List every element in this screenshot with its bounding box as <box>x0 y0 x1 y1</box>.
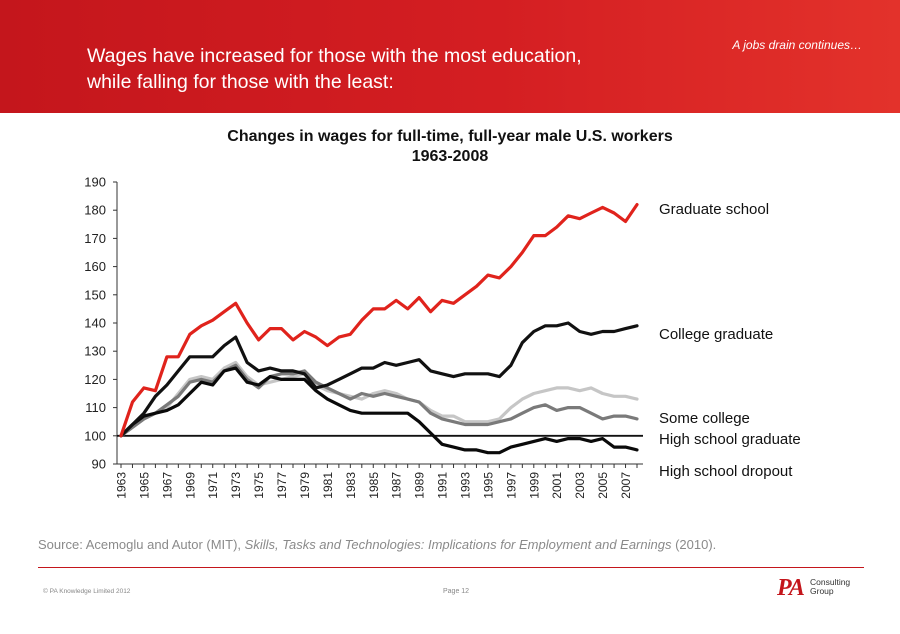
y-tick-label: 150 <box>84 287 106 302</box>
x-tick-label: 1975 <box>252 472 266 499</box>
x-tick-label: 1999 <box>527 472 541 499</box>
page-number: Page 12 <box>443 588 470 595</box>
some-college-line <box>119 360 639 438</box>
y-tick-label: 140 <box>84 316 106 331</box>
x-tick-label: 1979 <box>298 472 312 499</box>
x-tick-label: 1981 <box>321 472 335 499</box>
chart-title: Changes in wages for full-time, full-yea… <box>0 127 900 167</box>
graduate-school-label: Graduate school <box>659 201 769 218</box>
x-tick-label: 1983 <box>344 472 358 499</box>
source-prefix: Source: Acemoglu and Autor (MIT), <box>38 537 245 552</box>
section-tag: A jobs drain continues… <box>732 38 862 52</box>
some-college-label: Some college <box>659 410 750 427</box>
x-tick-label: 2001 <box>550 472 564 499</box>
logo-subtitle: Consulting Group <box>810 578 850 596</box>
x-tick-label: 1995 <box>481 472 495 499</box>
y-tick-label: 130 <box>84 344 106 359</box>
slide-title-line-1: Wages have increased for those with the … <box>87 45 582 67</box>
x-tick-label: 2005 <box>596 472 610 499</box>
x-tick-label: 1969 <box>183 472 197 499</box>
chart-title-line-1: Changes in wages for full-time, full-yea… <box>227 128 673 145</box>
copyright-notice: © PA Knowledge Limited 2012 <box>43 588 131 595</box>
logo-subtitle-line-1: Consulting <box>810 577 851 587</box>
x-tick-label: 1973 <box>229 472 243 499</box>
y-tick-label: 190 <box>84 175 106 190</box>
header-banner: Wages have increased for those with the … <box>0 0 900 113</box>
y-tick-label: 180 <box>84 203 106 218</box>
y-tick-label: 90 <box>92 457 106 472</box>
high-school-graduate-line <box>119 363 639 438</box>
chart-title-line-2: 1963-2008 <box>411 148 489 165</box>
source-work-title: Skills, Tasks and Technologies: Implicat… <box>244 537 672 552</box>
high-school-dropout-line <box>119 366 639 455</box>
college-graduate-line <box>119 321 639 438</box>
y-tick-label: 170 <box>84 231 106 246</box>
college-graduate-label: College graduate <box>659 326 773 343</box>
logo-mark: PA <box>777 575 805 601</box>
source-citation: Source: Acemoglu and Autor (MIT), Skills… <box>38 537 716 552</box>
high-school-graduate-label: High school graduate <box>659 431 801 448</box>
footer-divider <box>38 567 864 568</box>
pa-consulting-logo: PA Consulting Group <box>777 575 857 603</box>
x-tick-label: 1965 <box>137 472 151 499</box>
source-suffix: (2010). <box>671 537 717 552</box>
logo-subtitle-line-2: Group <box>810 586 834 596</box>
y-tick-label: 100 <box>84 428 106 443</box>
y-tick-label: 160 <box>84 259 106 274</box>
x-tick-label: 1985 <box>367 472 381 499</box>
x-tick-label: 1993 <box>459 472 473 499</box>
x-tick-label: 2007 <box>619 472 633 499</box>
x-tick-label: 1963 <box>115 472 129 499</box>
high-school-dropout-label: High school dropout <box>659 463 793 480</box>
x-tick-label: 1971 <box>206 472 220 499</box>
x-tick-label: 1997 <box>504 472 518 499</box>
x-tick-label: 1987 <box>390 472 404 499</box>
x-tick-label: 1989 <box>413 472 427 499</box>
x-tick-label: 2003 <box>573 472 587 499</box>
graduate-school-line <box>119 203 639 438</box>
x-tick-label: 1967 <box>160 472 174 499</box>
x-tick-label: 1977 <box>275 472 289 499</box>
y-tick-label: 120 <box>84 372 106 387</box>
slide-title-line-2: while falling for those with the least: <box>87 71 394 93</box>
x-tick-label: 1991 <box>436 472 450 499</box>
y-tick-label: 110 <box>85 400 106 415</box>
slide-title: Wages have increased for those with the … <box>87 43 707 95</box>
